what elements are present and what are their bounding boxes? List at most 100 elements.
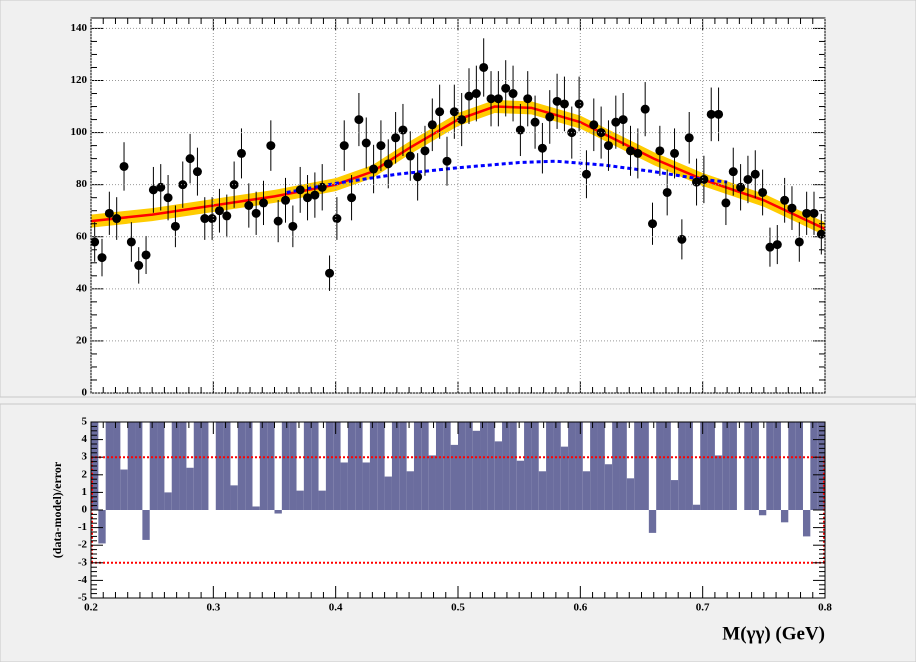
residual-bar (384, 476, 392, 510)
bottom-plot (91, 422, 825, 564)
data-point (119, 161, 129, 171)
residual-bar (252, 506, 260, 510)
residual-bar (347, 422, 356, 510)
data-point (369, 164, 379, 174)
residual-bar (597, 422, 605, 510)
data-point (640, 104, 650, 114)
residual-bar (458, 422, 466, 510)
residual-bar (509, 422, 517, 510)
residual-bar (604, 464, 613, 510)
data-point (736, 182, 746, 192)
residual-bar (758, 510, 767, 516)
residual-bar (135, 422, 143, 510)
data-point (780, 195, 790, 205)
residual-bar (157, 422, 165, 510)
y-tick-label: 140 (71, 22, 88, 34)
residual-bar (369, 422, 378, 510)
data-point (170, 221, 180, 231)
data-point (479, 62, 489, 72)
y-tick-label: 0 (82, 504, 88, 516)
residual-bar (568, 422, 576, 510)
residual-bar (274, 510, 282, 514)
y-tick-label: 1 (82, 486, 88, 498)
residual-bar (230, 485, 238, 510)
data-point (141, 250, 151, 260)
data-point (214, 206, 224, 216)
y-axis-title: (data-model)/error (50, 461, 64, 558)
data-point (625, 146, 635, 156)
residual-bar (333, 422, 341, 510)
data-point (229, 180, 239, 190)
y-tick-label: -1 (78, 521, 87, 533)
residual-bar (113, 422, 121, 510)
data-point (501, 83, 511, 93)
data-point (603, 141, 613, 151)
data-point (435, 107, 445, 117)
residual-bar (355, 422, 363, 510)
residual-bar (465, 422, 473, 510)
residual-bar (648, 510, 657, 533)
residual-bar (780, 510, 789, 523)
data-point (743, 174, 753, 184)
residual-bar (164, 492, 172, 510)
data-point (325, 268, 335, 278)
data-point (185, 154, 195, 164)
residual-bar (751, 422, 759, 510)
residual-bar (553, 422, 561, 510)
data-point (104, 208, 114, 218)
data-point (449, 107, 459, 117)
y-tick-label: 20 (76, 334, 88, 346)
data-point (714, 109, 724, 119)
residual-bar (634, 422, 642, 510)
residual-bar (538, 471, 547, 510)
data-point (515, 125, 525, 135)
top-plot (91, 38, 825, 291)
data-point (427, 120, 437, 130)
residual-bar (516, 460, 525, 510)
data-point (339, 141, 349, 151)
y-tick-label: 3 (82, 451, 88, 463)
residual-bar (171, 422, 180, 510)
x-axis-title: M(γγ) (GeV) (722, 623, 825, 644)
residual-bar (149, 422, 158, 510)
background-curve (286, 159, 728, 194)
data-point (471, 89, 481, 99)
y-tick-label: -5 (78, 592, 88, 604)
data-point (493, 94, 503, 104)
data-point (361, 138, 371, 148)
data-point (670, 148, 680, 158)
data-point (706, 109, 716, 119)
residual-bar (237, 422, 246, 510)
residual-bar (546, 422, 554, 510)
residual-bar (656, 422, 664, 510)
residual-bar (670, 480, 679, 510)
y-tick-label: 5 (82, 416, 88, 428)
residual-bar (744, 422, 752, 510)
data-point (354, 115, 364, 125)
x-tick-label: 0.7 (696, 602, 710, 614)
residual-bar (289, 422, 297, 510)
residual-bar (560, 446, 569, 510)
residual-bar (391, 422, 400, 510)
residual-bar (612, 422, 620, 510)
residual-bar (362, 462, 370, 510)
y-tick-label: 80 (76, 178, 88, 190)
residual-bar (296, 490, 304, 510)
residual-bar (590, 422, 598, 510)
data-point (581, 169, 591, 179)
data-point (802, 208, 812, 218)
data-point (765, 242, 775, 252)
x-tick-label: 0.6 (573, 602, 587, 614)
residual-bar (575, 422, 583, 510)
residual-bar (722, 422, 730, 510)
data-point (317, 182, 327, 192)
fit-band (91, 100, 825, 236)
residual-bar (421, 422, 429, 510)
data-point (633, 148, 643, 158)
data-point (750, 169, 760, 179)
residual-bar (773, 422, 781, 510)
y-tick-label: -3 (78, 556, 88, 568)
residual-bar (450, 444, 458, 510)
data-point (266, 141, 276, 151)
residual-bar (98, 510, 106, 544)
